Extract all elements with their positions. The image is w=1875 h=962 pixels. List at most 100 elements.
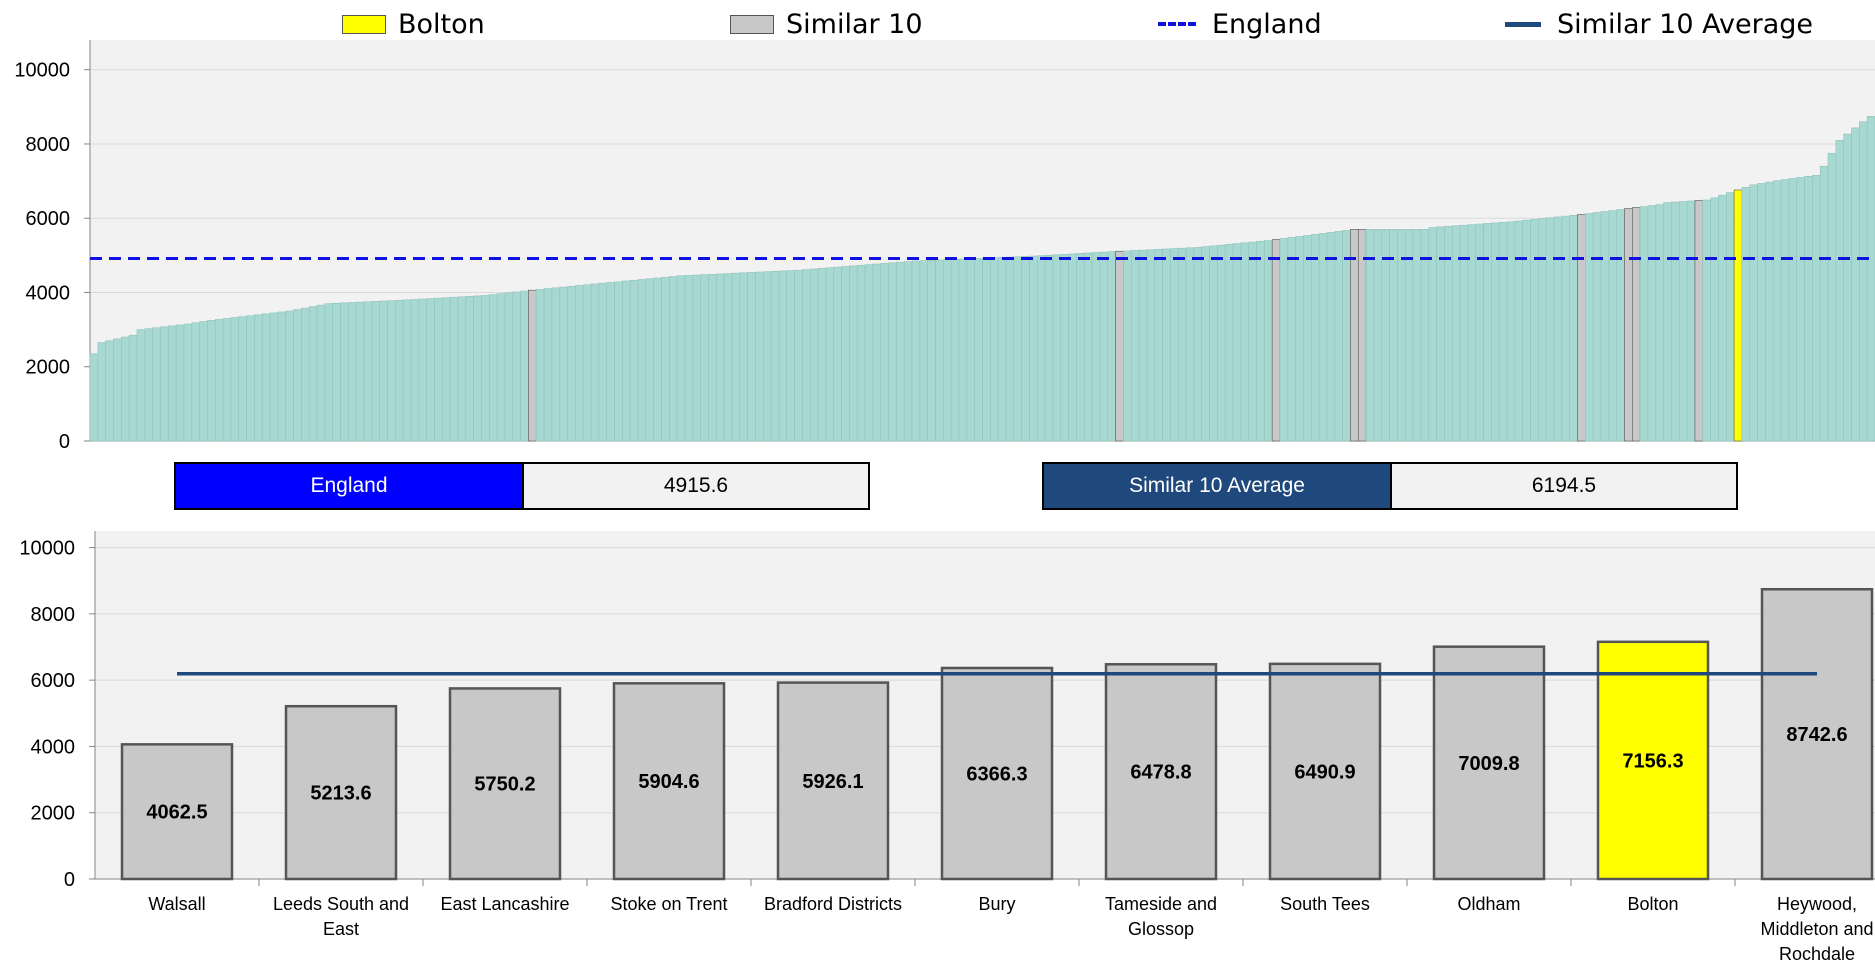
- x-tick-label: Bolton: [1627, 894, 1678, 914]
- ranked-bar: [802, 269, 811, 442]
- ranked-bar: [457, 296, 467, 442]
- ranked-bar: [1616, 209, 1625, 442]
- similar-bar: [940, 666, 1054, 881]
- x-tick-label-line: Bradford Districts: [764, 894, 902, 914]
- x-tick-label-line: Bury: [978, 894, 1015, 914]
- ranked-bar: [1491, 222, 1500, 442]
- ranked-bar: [1553, 216, 1563, 442]
- ranked-bar: [1694, 200, 1704, 442]
- ranked-bar: [1357, 229, 1367, 442]
- x-tick-label-line: Bolton: [1627, 894, 1678, 914]
- ranked-bar: [1608, 210, 1617, 442]
- ranked-bar: [1772, 180, 1782, 442]
- x-tick-label: Heywood, Middleton and Rochdale: [1760, 894, 1873, 962]
- ranked-bar: [575, 285, 584, 442]
- ranked-bar: [1835, 139, 1844, 442]
- legend-item-england: England: [1158, 8, 1322, 40]
- similar-bar: [284, 704, 398, 881]
- ranked-bar: [692, 274, 701, 442]
- ranked-bar: [1710, 197, 1719, 442]
- ranked-bar: [1749, 184, 1758, 442]
- legend-item-similar-10-average: Similar 10 Average: [1505, 8, 1813, 40]
- ranked-bar: [175, 324, 185, 442]
- ranked-bar: [872, 263, 882, 442]
- ranked-bar: [1851, 127, 1860, 442]
- ranked-bar: [1350, 229, 1359, 442]
- ranked-bar: [731, 272, 741, 442]
- ranked-bar: [1060, 254, 1069, 442]
- ranked-bar: [481, 295, 490, 442]
- similar-bar: [120, 743, 234, 881]
- y-tick-label: 6000: [26, 208, 71, 230]
- x-tick-label-line: Glossop: [1128, 919, 1194, 939]
- ranked-bar: [708, 273, 717, 442]
- ranked-bar: [1201, 246, 1210, 442]
- ranked-bar: [1279, 238, 1289, 442]
- ranked-bar: [144, 328, 153, 442]
- ranked-bar: [285, 310, 294, 442]
- ranked-bar: [778, 270, 788, 442]
- ranked-bar: [1632, 207, 1641, 442]
- ranked-bar: [1217, 244, 1226, 442]
- y-tick-label: 2000: [31, 803, 76, 825]
- ranked-bar: [1123, 250, 1132, 442]
- ranked-bar: [528, 289, 537, 442]
- ranked-bar: [1765, 181, 1774, 442]
- ranked-bar: [105, 340, 114, 442]
- england-summary-label: England: [176, 464, 524, 508]
- ranked-bar: [716, 273, 725, 442]
- ranked-bar: [794, 269, 803, 442]
- ranked-bar: [434, 297, 443, 442]
- ranked-bar: [238, 316, 247, 442]
- ranked-bar: [950, 259, 960, 442]
- ranked-bar: [465, 296, 474, 442]
- ranked-bar: [755, 271, 764, 442]
- ranked-bar: [1037, 255, 1046, 442]
- bar-value-label: 6366.3: [966, 764, 1027, 786]
- ranked-bar: [535, 289, 545, 442]
- legend-label: Bolton: [398, 8, 485, 40]
- ranked-bar: [1365, 229, 1375, 442]
- ranked-bar: [849, 265, 858, 442]
- ranked-bar: [567, 285, 576, 442]
- legend-marker: [1158, 22, 1196, 26]
- ranked-bar: [1264, 240, 1273, 442]
- ranked-bar: [387, 300, 396, 442]
- ranked-bar: [1091, 252, 1101, 442]
- x-tick-label: Bury: [978, 894, 1015, 914]
- x-tick-label-line: Oldham: [1457, 894, 1520, 914]
- ranked-bar: [160, 326, 169, 442]
- similar-bar: [1104, 663, 1218, 881]
- ranked-bar: [1757, 183, 1766, 442]
- ranked-bar: [653, 277, 662, 442]
- ranked-bar: [128, 334, 138, 442]
- ranked-bar: [958, 258, 968, 442]
- x-tick-label-line: South Tees: [1280, 894, 1370, 914]
- similar-bar: [776, 681, 890, 881]
- ranked-bar: [1592, 212, 1602, 442]
- ranked-bar: [1859, 121, 1868, 442]
- similar-average-summary: Similar 10 Average 6194.5: [1042, 462, 1738, 510]
- ranked-bar: [410, 299, 420, 442]
- legend-label: Similar 10 Average: [1557, 8, 1813, 40]
- ranked-bar: [340, 302, 349, 442]
- x-tick-label-line: Heywood,: [1777, 894, 1857, 914]
- ranked-bar: [1099, 251, 1109, 442]
- ranked-bar: [669, 276, 678, 442]
- ranked-bar: [629, 279, 639, 442]
- ranked-bar: [277, 311, 287, 442]
- england-summary-value: 4915.6: [524, 464, 868, 508]
- legend-marker: [1505, 21, 1541, 27]
- x-tick-label: Walsall: [148, 894, 205, 914]
- similar-bar: [1760, 587, 1874, 881]
- ranked-bar: [1655, 204, 1664, 442]
- ranked-bar: [990, 257, 999, 442]
- ranked-bar: [1287, 237, 1296, 442]
- bar-value-label: 4062.5: [146, 802, 207, 824]
- ranked-bar: [395, 299, 404, 442]
- ranked-bar: [786, 270, 795, 442]
- ranked-bar: [426, 298, 435, 442]
- ranked-bar: [1569, 215, 1578, 442]
- ranked-bar: [1224, 244, 1234, 442]
